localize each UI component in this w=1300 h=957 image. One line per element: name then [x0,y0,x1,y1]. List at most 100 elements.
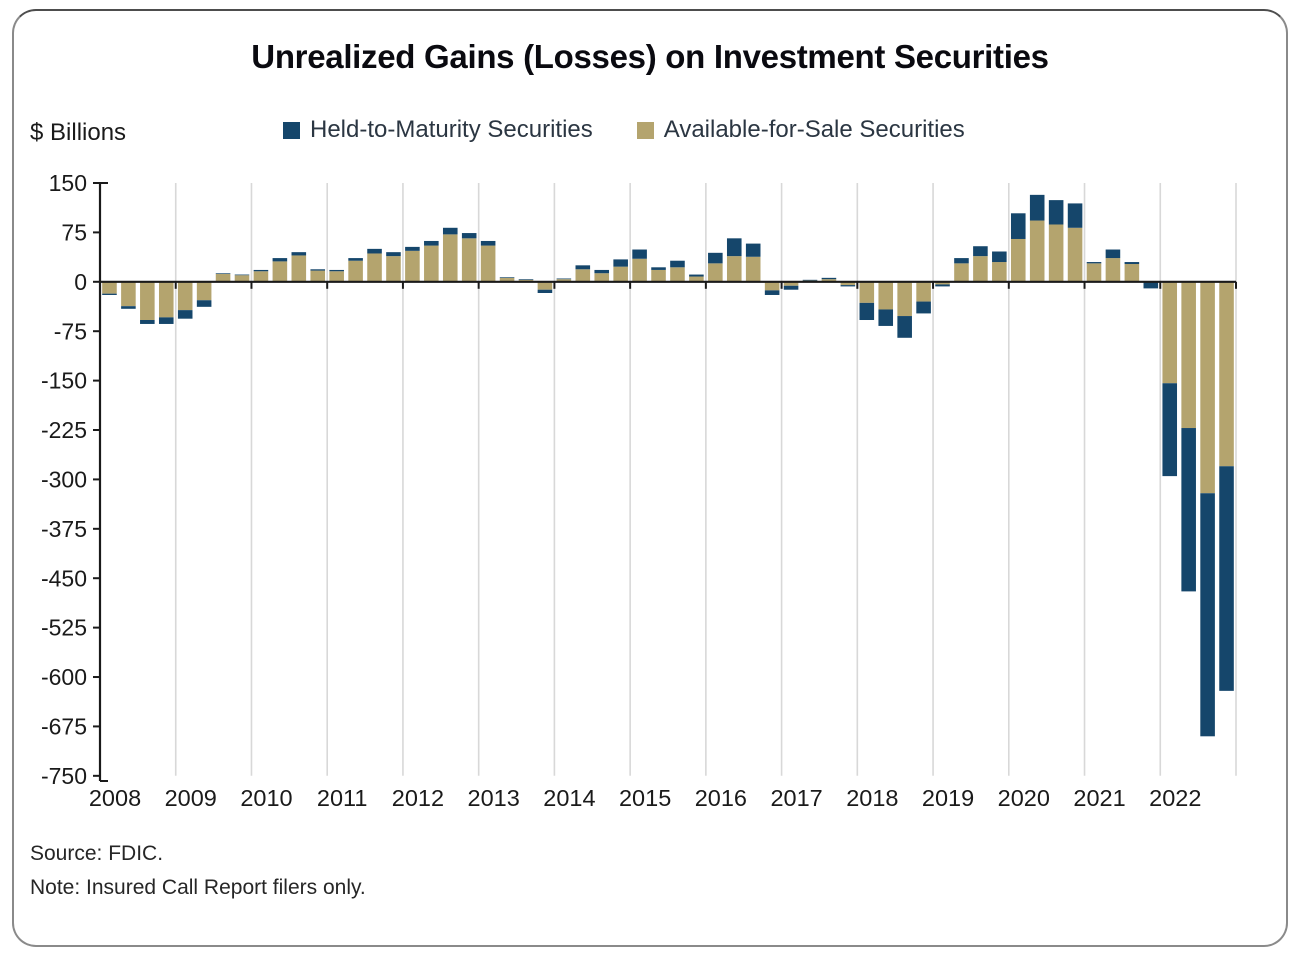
bar-2017-Q3-held-to-maturity [821,277,837,280]
bar-2014-Q4-available-for-sale [613,266,628,282]
bar-2013-Q1-available-for-sale [480,245,496,282]
bar-2009-Q1-held-to-maturity [177,310,193,319]
y-tick-label: -300 [41,466,87,492]
bar-2018-Q3-available-for-sale [897,281,912,317]
bar-2012-Q4-available-for-sale [461,238,477,282]
x-year-label: 2008 [89,785,141,811]
y-tick-label: 150 [49,170,87,196]
bar-2008-Q4-available-for-sale [158,281,174,318]
bar-2014-Q3-available-for-sale [594,273,610,282]
bar-2015-Q4-held-to-maturity [689,274,704,277]
bar-2011-Q3-available-for-sale [367,253,382,282]
bar-2022-Q3-available-for-sale [1200,281,1215,494]
bar-2014-Q1-held-to-maturity [556,278,572,280]
bar-2014-Q2-available-for-sale [575,269,591,282]
y-tick-label: -75 [54,318,87,344]
bar-2018-Q2-held-to-maturity [878,309,894,326]
bar-2016-Q2-held-to-maturity [726,238,742,257]
legend-item-held-to-maturity: Held-to-Maturity Securities [283,116,593,144]
bar-2013-Q2-available-for-sale [499,277,515,282]
bar-2010-Q1-held-to-maturity [253,269,269,272]
bar-2016-Q4-held-to-maturity [764,290,780,295]
bar-2011-Q2-held-to-maturity [348,258,363,261]
bar-2022-Q3-held-to-maturity [1200,493,1215,737]
bar-2009-Q3-available-for-sale [215,273,231,282]
bar-2019-Q2-available-for-sale [954,263,969,282]
bar-2021-Q2-held-to-maturity [1105,249,1121,259]
bar-2018-Q4-available-for-sale [916,281,931,302]
bar-2019-Q1-available-for-sale [935,281,950,285]
bar-2008-Q1-held-to-maturity [102,293,117,295]
x-year-label: 2015 [619,785,671,811]
bar-2008-Q3-held-to-maturity [140,320,155,324]
bar-2009-Q2-available-for-sale [196,281,212,301]
legend-swatch-available-for-sale-icon [636,121,654,139]
bar-2009-Q2-held-to-maturity [196,300,212,307]
bar-2008-Q2-held-to-maturity [121,306,136,309]
chart-header-row: $ Billions Held-to-Maturity Securities A… [30,116,1270,150]
bar-2021-Q4-held-to-maturity [1143,282,1159,289]
x-year-label: 2011 [317,785,368,811]
bar-2020-Q1-available-for-sale [1010,238,1026,282]
bar-2008-Q4-held-to-maturity [158,317,174,324]
bar-2020-Q3-available-for-sale [1048,224,1064,282]
bar-2010-Q3-available-for-sale [291,255,307,282]
x-year-label: 2020 [998,785,1050,811]
bar-2009-Q4-held-to-maturity [234,274,250,276]
bar-2015-Q2-held-to-maturity [651,267,666,270]
source-text: Source: FDIC. [30,842,164,865]
bar-2018-Q1-held-to-maturity [859,302,875,321]
bar-2014-Q3-held-to-maturity [594,269,610,274]
legend-item-available-for-sale: Available-for-Sale Securities [636,116,965,144]
y-tick-label: 0 [74,269,87,295]
bar-2012-Q3-held-to-maturity [442,227,458,235]
bar-2008-Q1-available-for-sale [102,281,117,294]
bar-2010-Q4-available-for-sale [310,270,326,282]
x-year-label: 2017 [770,785,822,811]
bar-2011-Q1-available-for-sale [329,271,344,282]
bar-2013-Q4-held-to-maturity [537,289,553,293]
bar-2015-Q2-available-for-sale [651,269,666,282]
x-year-label: 2010 [240,785,292,811]
bar-2021-Q2-available-for-sale [1105,258,1121,282]
bar-2015-Q3-held-to-maturity [670,260,685,268]
bar-2021-Q3-available-for-sale [1124,264,1140,282]
bar-2013-Q2-held-to-maturity [499,277,515,278]
bar-2016-Q1-held-to-maturity [708,252,723,264]
bar-2012-Q1-held-to-maturity [405,246,420,251]
bar-2017-Q2-held-to-maturity [802,279,818,281]
legend-swatch-held-to-maturity-icon [283,121,300,139]
y-axis-unit-label: $ Billions [30,119,127,146]
bar-2021-Q3-held-to-maturity [1124,262,1140,265]
bar-2017-Q1-held-to-maturity [783,285,799,290]
bar-2010-Q3-held-to-maturity [291,252,307,256]
bar-2011-Q4-held-to-maturity [386,252,401,257]
x-year-label: 2022 [1149,785,1201,811]
bar-2012-Q1-available-for-sale [405,250,420,282]
bar-2019-Q4-held-to-maturity [992,251,1007,263]
x-year-label: 2009 [165,785,217,811]
bar-2009-Q4-available-for-sale [234,275,250,282]
bar-2022-Q4-held-to-maturity [1219,466,1234,691]
bar-2020-Q4-held-to-maturity [1067,203,1083,228]
bar-2022-Q1-held-to-maturity [1162,383,1178,477]
bar-2014-Q1-available-for-sale [556,279,572,282]
x-year-label: 2018 [846,785,898,811]
bar-2008-Q2-available-for-sale [121,281,136,307]
bar-2016-Q3-held-to-maturity [745,243,761,257]
bar-2014-Q2-held-to-maturity [575,265,591,270]
bar-2012-Q3-available-for-sale [442,234,458,282]
bar-2009-Q1-available-for-sale [177,281,193,311]
x-year-label: 2021 [1073,785,1125,811]
bar-2011-Q2-available-for-sale [348,260,363,282]
bar-2010-Q1-available-for-sale [253,271,269,282]
bar-2019-Q2-held-to-maturity [954,258,969,264]
legend: Held-to-Maturity Securities Available-fo… [283,116,965,144]
bar-2013-Q1-held-to-maturity [480,240,496,246]
bar-2016-Q2-available-for-sale [726,256,742,282]
y-tick-label: -675 [41,713,87,739]
bar-2017-Q4-held-to-maturity [840,285,856,287]
x-year-label: 2013 [468,785,520,811]
bar-2018-Q3-held-to-maturity [897,316,912,338]
bar-2020-Q4-available-for-sale [1067,227,1083,282]
